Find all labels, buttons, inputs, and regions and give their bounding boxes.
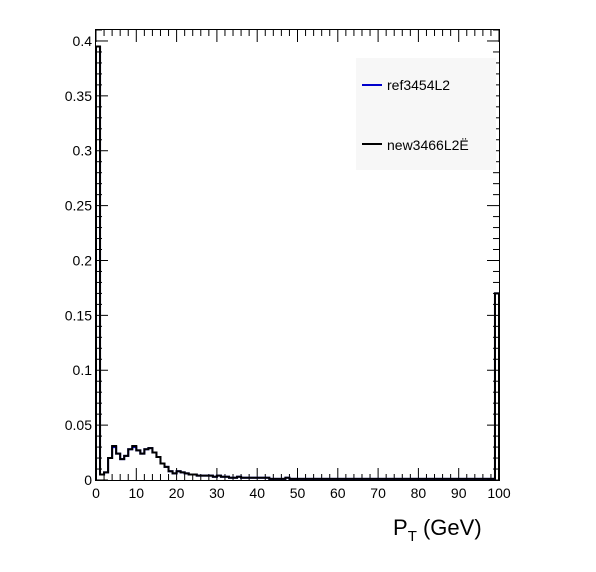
x-tick-label: 80 <box>411 485 427 501</box>
x-axis-title-unit: (GeV) <box>417 515 482 540</box>
y-tick-label: 0.25 <box>65 198 92 214</box>
x-tick-label: 0 <box>92 485 100 501</box>
x-tick-label: 40 <box>249 485 265 501</box>
y-tick-label: 0.15 <box>65 307 92 323</box>
y-tick-label: 0.1 <box>73 362 93 378</box>
x-tick-label: 90 <box>451 485 467 501</box>
y-tick-label: 0.2 <box>73 252 93 268</box>
y-tick-label: 0 <box>84 472 92 488</box>
legend-label-ref: ref3454L2 <box>387 77 450 93</box>
x-tick-label: 60 <box>330 485 346 501</box>
tick-labels: 0 10 20 30 40 50 60 70 80 90 100 0 0.05 0.1 0.15 0.2 0.2… <box>65 33 511 501</box>
x-tick-label: 50 <box>290 485 306 501</box>
x-tick-label: 10 <box>129 485 145 501</box>
x-tick-label: 20 <box>169 485 185 501</box>
y-tick-label: 0.35 <box>65 88 92 104</box>
y-tick-label: 0.3 <box>73 143 93 159</box>
x-axis-title-main: P <box>393 515 408 540</box>
legend-box <box>356 58 496 170</box>
series-1-histogram <box>95 45 500 480</box>
legend-label-new: new3466L2Ë <box>387 137 469 153</box>
y-tick-label: 0.4 <box>73 33 93 49</box>
x-axis-title: PT (GeV) <box>393 515 482 545</box>
legend: ref3454L2 new3466L2Ë <box>356 58 496 170</box>
x-tick-label: 70 <box>370 485 386 501</box>
x-axis-title-sub: T <box>408 528 417 545</box>
plot-frame <box>95 29 500 481</box>
x-tick-label: 30 <box>209 485 225 501</box>
y-tick-label: 0.05 <box>65 417 92 433</box>
series-layer <box>95 45 500 480</box>
x-tick-label: 100 <box>487 485 511 501</box>
